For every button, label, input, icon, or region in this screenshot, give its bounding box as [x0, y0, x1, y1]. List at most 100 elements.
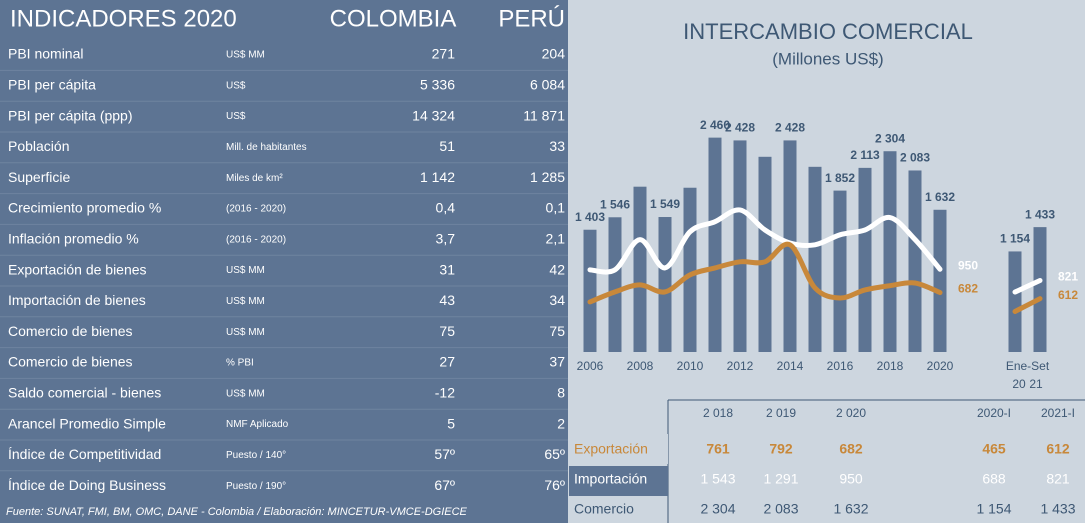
bar	[658, 217, 672, 352]
bar-label: 1 852	[825, 171, 855, 185]
column-header: 2 018	[703, 406, 733, 420]
row-unit: US$ MM	[226, 50, 265, 61]
cell-colombia: 1 142	[420, 169, 455, 185]
cell-peru: 76º	[544, 477, 565, 493]
chart-title: INTERCAMBIO COMERCIAL	[683, 19, 973, 44]
row-label: Índice de Doing Business	[8, 477, 166, 493]
row-unit: US$ MM	[226, 296, 265, 307]
line-series	[587, 241, 943, 305]
cell: 465	[982, 441, 1006, 457]
bar-label: 2 083	[900, 151, 930, 165]
cell: 821	[1046, 471, 1070, 487]
column-header: PERÚ	[498, 5, 565, 32]
cell-colombia: 31	[439, 261, 455, 277]
cell-peru: 6 084	[530, 77, 565, 93]
x-tick-label: 2010	[677, 359, 704, 373]
bar	[908, 170, 922, 352]
bar	[683, 187, 697, 352]
x-tick-label: 2008	[627, 359, 654, 373]
row-unit: US$ MM	[226, 327, 265, 338]
cell-peru: 2	[557, 415, 565, 431]
row-unit: US$ MM	[226, 265, 265, 276]
cell-peru: 2,1	[546, 231, 566, 247]
row-label: Crecimiento promedio %	[8, 200, 161, 216]
bar-label: 2 304	[875, 131, 905, 145]
row-label: Exportación de bienes	[8, 261, 147, 277]
bar	[808, 166, 822, 352]
cell-colombia: 14 324	[412, 107, 455, 123]
x-tick-label: 2016	[827, 359, 854, 373]
line-series	[587, 207, 943, 275]
cell-peru: 204	[542, 46, 566, 62]
row-unit: US$ MM	[226, 388, 265, 399]
cell: 688	[982, 471, 1006, 487]
bar	[933, 209, 947, 352]
cell-colombia: 3,7	[436, 231, 456, 247]
bar-label: 2 460	[700, 118, 730, 132]
cell-peru: 75	[549, 323, 565, 339]
row-label: Saldo comercial - bienes	[8, 385, 161, 401]
row-label: PBI per cápita (ppp)	[8, 107, 133, 123]
cell: 1 154	[976, 501, 1011, 517]
bar-label: 1 403	[575, 210, 605, 224]
row-label: Índice de Competitividad	[8, 446, 161, 462]
left-panel	[0, 0, 568, 523]
row-unit: (2016 - 2020)	[226, 234, 286, 245]
cell-colombia: -12	[435, 385, 455, 401]
cell: 761	[706, 441, 730, 457]
cell-peru: 0,1	[546, 200, 566, 216]
cell: 1 433	[1040, 501, 1075, 517]
column-header: 2 019	[766, 406, 796, 420]
bar-label: 2 113	[850, 148, 880, 162]
row-label: Comercio de bienes	[8, 323, 133, 339]
bar	[1008, 251, 1022, 352]
bar-label: 2 428	[775, 121, 805, 135]
row-label: Importación	[574, 471, 647, 487]
bar-label: 1 632	[925, 190, 955, 204]
group-label: Ene-Set	[1006, 359, 1050, 373]
x-tick-label: 2006	[577, 359, 604, 373]
bar-label: 1 546	[600, 197, 630, 211]
bar	[583, 229, 597, 352]
bar	[883, 151, 897, 352]
cell: 2 304	[700, 501, 735, 517]
row-label: Inflación promedio %	[8, 231, 139, 247]
row-unit: US$	[226, 111, 246, 122]
cell-peru: 34	[549, 292, 565, 308]
row-unit: NMF Aplicado	[226, 419, 289, 430]
x-tick-label: 2014	[777, 359, 804, 373]
bar-label: 1 433	[1025, 207, 1055, 221]
column-header: 2020-I	[977, 406, 1011, 420]
cell-colombia: 57º	[434, 446, 455, 462]
row-label: Población	[8, 138, 70, 154]
cell-peru: 8	[557, 385, 565, 401]
source-note: Fuente: SUNAT, FMI, BM, OMC, DANE - Colo…	[6, 506, 468, 518]
line-label: 950	[958, 258, 978, 272]
cell: 1 543	[700, 471, 735, 487]
x-tick-label: 20	[1012, 377, 1026, 391]
line-label: 612	[1058, 288, 1078, 302]
cell-colombia: 5	[447, 415, 455, 431]
bar	[708, 137, 722, 352]
cell-colombia: 51	[439, 138, 455, 154]
cell: 2 083	[763, 501, 798, 517]
cell-colombia: 43	[439, 292, 455, 308]
line-series	[1012, 296, 1043, 314]
chart-subtitle: (Millones US$)	[772, 49, 883, 68]
row-unit: Puesto / 140°	[226, 450, 286, 461]
row-label: Superficie	[8, 169, 70, 185]
cell-colombia: 0,4	[436, 200, 456, 216]
row-label: Comercio	[574, 501, 634, 517]
column-header: COLOMBIA	[330, 5, 457, 32]
bar	[608, 217, 622, 352]
cell-peru: 65º	[544, 446, 565, 462]
cell: 1 291	[763, 471, 798, 487]
cell-colombia: 5 336	[420, 77, 455, 93]
cell: 682	[839, 441, 863, 457]
cell-peru: 1 285	[530, 169, 565, 185]
row-unit: Puesto / 190°	[226, 481, 286, 492]
row-label: PBI nominal	[8, 46, 83, 62]
cell: 1 632	[833, 501, 868, 517]
bar	[833, 190, 847, 352]
row-label: Exportación	[574, 441, 648, 457]
